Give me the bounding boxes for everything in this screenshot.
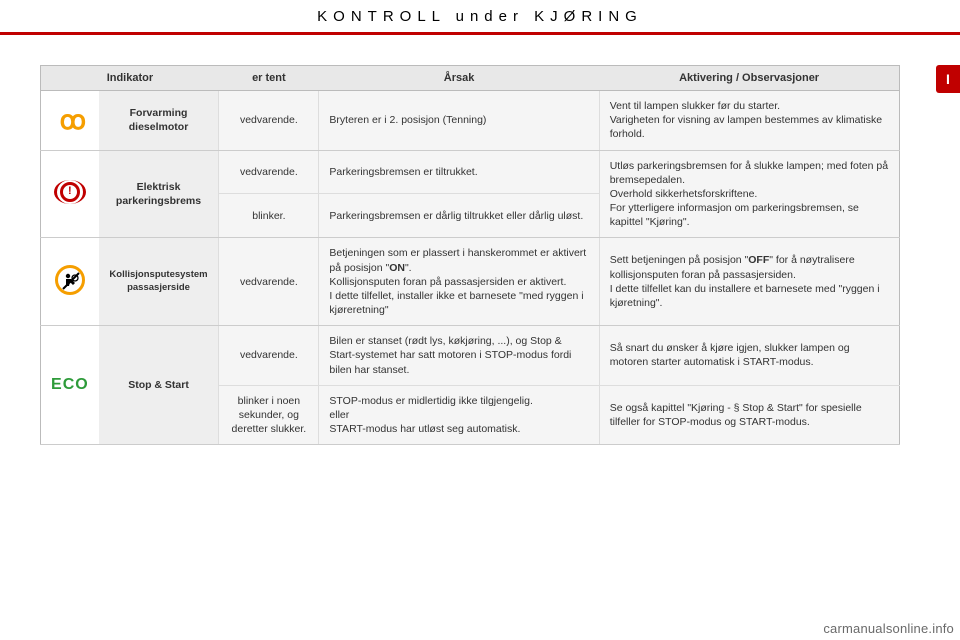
- table-row: ꝏ Forvarming dieselmotor vedvarende. Bry…: [41, 91, 900, 151]
- indicator-name: Forvarming dieselmotor: [99, 91, 219, 151]
- watermark: carmanualsonline.info: [823, 621, 954, 636]
- indicator-cause: Parkeringsbremsen er dårlig tiltrukket e…: [319, 194, 599, 238]
- section-tab: I: [936, 65, 960, 93]
- indicator-state: vedvarende.: [219, 238, 319, 326]
- section-tab-label: I: [946, 71, 950, 87]
- col-state: er tent: [219, 66, 319, 91]
- action-line: For ytterligere informasjon om parkering…: [610, 201, 889, 229]
- indicator-cause: Bryteren er i 2. posisjon (Tenning): [319, 91, 599, 151]
- indicator-name: Stop & Start: [99, 326, 219, 445]
- col-action: Aktivering / Observasjoner: [599, 66, 899, 91]
- eco-icon: ECO: [51, 376, 89, 393]
- cause-line: STOP-modus er midlertidig ikke tilgjenge…: [329, 394, 588, 408]
- icon-cell: ꝏ: [41, 91, 99, 151]
- indicator-state: vedvarende.: [219, 326, 319, 386]
- indicator-action: Utløs parkeringsbremsen for å slukke lam…: [599, 150, 899, 238]
- col-cause: Årsak: [319, 66, 599, 91]
- table-row: ECO Stop & Start vedvarende. Bilen er st…: [41, 326, 900, 386]
- indicator-cause: STOP-modus er midlertidig ikke tilgjenge…: [319, 385, 599, 445]
- indicator-action: Sett betjeningen på posisjon "OFF" for å…: [599, 238, 899, 326]
- action-line: Overhold sikkerhetsforskriftene.: [610, 187, 889, 201]
- preheat-icon: ꝏ: [60, 105, 80, 135]
- cause-line: I dette tilfellet, installer ikke et bar…: [329, 289, 588, 317]
- action-line: Utløs parkeringsbremsen for å slukke lam…: [610, 159, 889, 187]
- indicator-action: Se også kapittel "Kjøring - § Stop & Sta…: [599, 385, 899, 445]
- indicator-cause: Bilen er stanset (rødt lys, køkjøring, .…: [319, 326, 599, 386]
- cause-line: eller: [329, 408, 588, 422]
- indicator-cause: Parkeringsbremsen er tiltrukket.: [319, 150, 599, 194]
- action-line: I dette tilfellet kan du installere et b…: [610, 282, 889, 310]
- action-line: Vent til lampen slukker før du starter.: [610, 99, 889, 113]
- indicator-state: vedvarende.: [219, 91, 319, 151]
- content-area: I Indikator er tent Årsak Aktivering / O…: [0, 35, 960, 445]
- icon-cell: !: [41, 150, 99, 238]
- cause-line: START-modus har utløst seg automatisk.: [329, 422, 588, 436]
- indicator-state: blinker.: [219, 194, 319, 238]
- indicator-state: vedvarende.: [219, 150, 319, 194]
- action-line: Varigheten for visning av lampen bestemm…: [610, 113, 889, 141]
- indicator-cause: Betjeningen som er plassert i hanskeromm…: [319, 238, 599, 326]
- indicator-state: blinker i noen sekunder, og deretter slu…: [219, 385, 319, 445]
- indicator-action: Så snart du ønsker å kjøre igjen, slukke…: [599, 326, 899, 386]
- indicator-name: Kollisjonsputesystem passasjerside: [99, 238, 219, 326]
- parking-brake-icon: !: [54, 176, 86, 208]
- cause-line: Kollisjonsputen foran på passasjersiden …: [329, 275, 588, 289]
- indicator-table: Indikator er tent Årsak Aktivering / Obs…: [40, 65, 900, 445]
- icon-cell: [41, 238, 99, 326]
- table-row: ! Elektrisk parkeringsbrems vedvarende. …: [41, 150, 900, 194]
- table-header: Indikator er tent Årsak Aktivering / Obs…: [41, 66, 900, 91]
- indicator-action: Vent til lampen slukker før du starter. …: [599, 91, 899, 151]
- page-title: KONTROLL under KJØRING: [317, 8, 643, 25]
- page-header: KONTROLL under KJØRING: [0, 0, 960, 32]
- cause-line: Betjeningen som er plassert i hanskeromm…: [329, 246, 588, 274]
- table-row: Kollisjonsputesystem passasjerside vedva…: [41, 238, 900, 326]
- icon-cell: ECO: [41, 326, 99, 445]
- action-line: Sett betjeningen på posisjon "OFF" for å…: [610, 253, 889, 281]
- indicator-name: Elektrisk parkeringsbrems: [99, 150, 219, 238]
- col-indicator: Indikator: [41, 66, 219, 91]
- airbag-off-icon: [55, 265, 85, 295]
